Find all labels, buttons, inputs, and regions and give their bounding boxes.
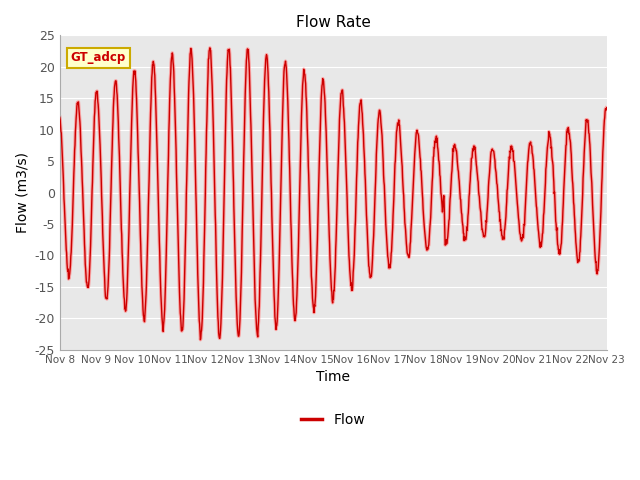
Title: Flow Rate: Flow Rate [296,15,371,30]
Legend: Flow: Flow [296,407,371,432]
X-axis label: Time: Time [316,370,350,384]
Y-axis label: Flow (m3/s): Flow (m3/s) [15,152,29,233]
Text: GT_adcp: GT_adcp [71,51,126,64]
